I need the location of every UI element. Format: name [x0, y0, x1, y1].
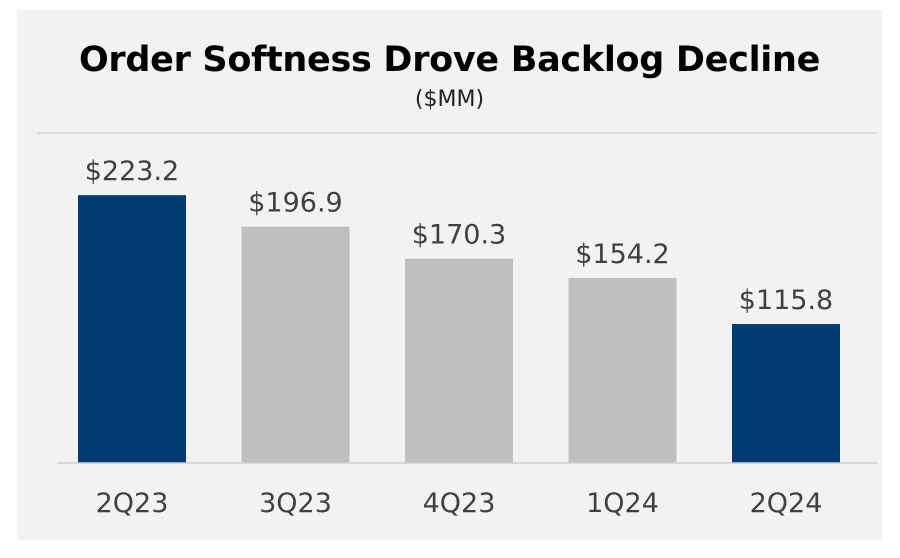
value-label-2q23: $223.2	[85, 156, 179, 187]
bar-2q23	[78, 195, 186, 463]
category-label-1q24: 1Q24	[586, 488, 659, 519]
bar-2q24	[732, 324, 840, 463]
category-label-2q23: 2Q23	[96, 488, 169, 519]
bars-group: $223.2 2Q23 $196.9 3Q23 $170.3 4Q23 $154.2 1Q24…	[78, 156, 840, 519]
bar-3q23	[241, 226, 350, 463]
chart-subtitle: ($MM)	[414, 87, 485, 112]
value-label-2q24: $115.8	[739, 285, 833, 316]
category-label-3q23: 3Q23	[259, 488, 332, 519]
value-label-1q24: $154.2	[575, 239, 669, 270]
value-label-4q23: $170.3	[412, 220, 506, 251]
chart-panel: Order Softness Drove Backlog Decline ($M…	[17, 10, 882, 540]
category-label-4q23: 4Q23	[423, 488, 496, 519]
bar-1q24	[568, 277, 677, 463]
value-label-3q23: $196.9	[248, 188, 342, 219]
bar-chart: $223.2 2Q23 $196.9 3Q23 $170.3 4Q23 $154.2 1Q24…	[37, 132, 877, 519]
category-label-2q24: 2Q24	[750, 488, 823, 519]
chart-title: Order Softness Drove Backlog Decline	[78, 40, 821, 80]
bar-4q23	[405, 258, 513, 463]
